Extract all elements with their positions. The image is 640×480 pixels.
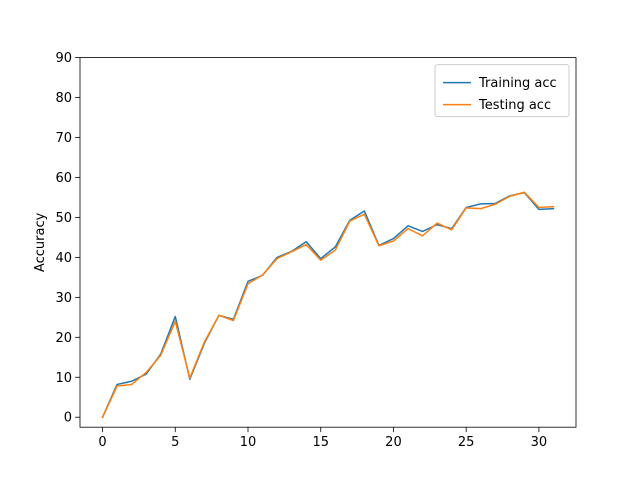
x-tick-label: 30 [531, 435, 548, 450]
series-line-training-acc [101, 191, 555, 419]
x-tick-label: 10 [240, 435, 257, 450]
x-tick-label: 25 [458, 435, 475, 450]
legend-entry: Testing acc [478, 98, 551, 113]
y-tick-label: 20 [55, 331, 72, 346]
legend-box [434, 64, 570, 118]
y-tick-label: 40 [55, 251, 72, 266]
x-tick-label: 20 [385, 435, 402, 450]
y-axis-ticks: 0 10 20 30 40 50 60 70 80 90 [55, 51, 80, 426]
y-tick-label: 60 [55, 171, 72, 186]
x-tick-label: 15 [312, 435, 329, 450]
legend-entry: Training acc [478, 76, 557, 91]
y-tick-label: 0 [64, 411, 72, 426]
y-tick-label: 90 [55, 51, 72, 66]
y-tick-label: 70 [55, 131, 72, 146]
series-line-testing-acc [101, 191, 555, 419]
x-tick-label: 0 [98, 435, 106, 450]
x-tick-label: 5 [171, 435, 179, 450]
x-axis-ticks: 0 5 10 15 20 25 30 [98, 427, 547, 450]
legend: Training acc Testing acc [434, 64, 570, 118]
plot-frame [79, 57, 577, 428]
y-tick-label: 50 [55, 211, 72, 226]
y-tick-label: 30 [55, 291, 72, 306]
plot-lines [101, 191, 555, 419]
y-tick-label: 80 [55, 91, 72, 106]
y-axis-label: Accuracy [33, 212, 48, 272]
y-tick-label: 10 [55, 371, 72, 386]
